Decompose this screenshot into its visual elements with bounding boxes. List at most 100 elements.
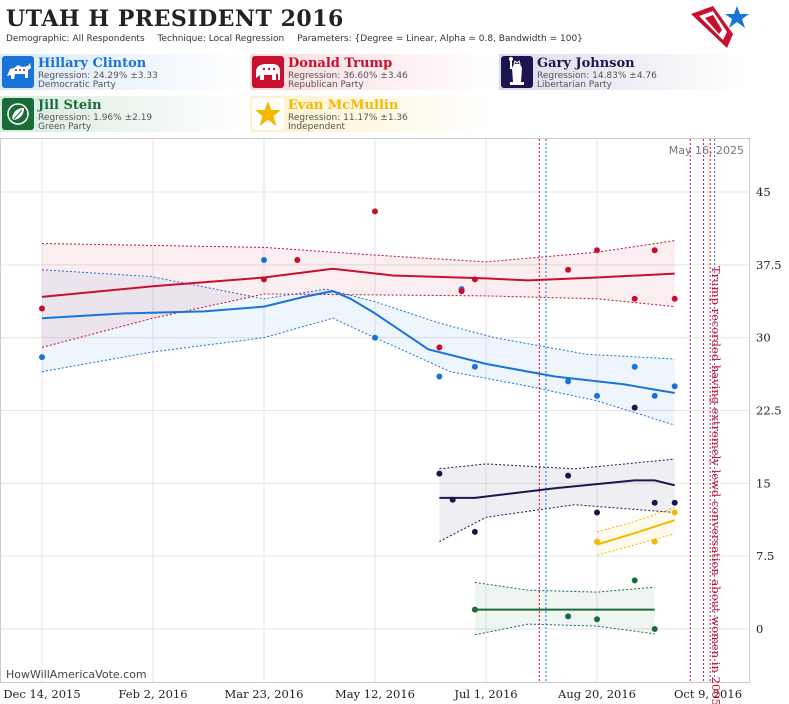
poll-point-donald-trump — [594, 247, 600, 254]
poll-point-jill-stein — [471, 606, 478, 613]
confidence-bands — [41, 240, 675, 636]
band-gary-johnson — [439, 459, 675, 542]
poll-point-hillary-clinton — [671, 383, 678, 390]
band-evan-mcmullin — [597, 507, 675, 556]
band-lower-gary-johnson — [439, 504, 675, 543]
legend-regression: Regression: 11.17% ±1.36 — [288, 113, 408, 123]
legend-party: Green Party — [38, 122, 92, 132]
y-axis: 0 7.5 15 22.5 30 37.5 45 — [756, 185, 782, 636]
parameters-info: Parameters: {Degree = Linear, Alpha = 0.… — [297, 34, 583, 44]
poll-point-donald-trump — [39, 305, 45, 312]
grid — [1, 139, 749, 682]
poll-point-gary-johnson — [436, 470, 443, 477]
band-donald-trump — [42, 240, 675, 348]
poll-point-hillary-clinton — [651, 392, 658, 399]
y-tick-label: 22.5 — [756, 404, 782, 418]
x-axis: Dec 14, 2015 Feb 2, 2016 Mar 23, 2016 May 1… — [3, 687, 742, 701]
y-tick-label: 0 — [756, 622, 763, 636]
legend-party: Libertarian Party — [537, 80, 612, 90]
legend-name: Hillary Clinton — [38, 56, 147, 71]
donkey-icon — [2, 56, 34, 88]
poll-point-evan-mcmullin — [651, 538, 658, 545]
poll-point-donald-trump — [651, 247, 658, 254]
star-icon — [252, 98, 284, 130]
x-tick-label: Jul 1, 2016 — [453, 687, 517, 701]
poll-point-hillary-clinton — [39, 354, 45, 361]
poll-point-hillary-clinton — [372, 334, 378, 341]
legend-name: Gary Johnson — [537, 56, 635, 71]
band-jill-stein — [474, 582, 655, 635]
legend-party: Republican Party — [288, 80, 364, 90]
legend-item-stein: Jill Stein Regression: 1.96% ±2.19 Green… — [0, 96, 248, 132]
poll-point-donald-trump — [631, 295, 638, 302]
legend-name: Jill Stein — [38, 98, 102, 113]
trend-line-hillary-clinton — [41, 290, 675, 394]
band-lower-donald-trump — [41, 293, 675, 348]
x-tick-label: Aug 20, 2016 — [557, 687, 636, 701]
poll-point-evan-mcmullin — [671, 509, 678, 516]
poll-point-gary-johnson — [449, 496, 456, 503]
poll-point-hillary-clinton — [261, 257, 267, 263]
demographic-info: Demographic: All Respondents — [6, 34, 145, 44]
legend-item-clinton: Hillary Clinton Regression: 24.29% ±3.33… — [0, 54, 248, 90]
poll-point-hillary-clinton — [565, 378, 572, 385]
trend-line-gary-johnson — [439, 479, 675, 499]
poll-point-jill-stein — [565, 613, 572, 620]
poll-point-gary-johnson — [671, 499, 678, 506]
legend-regression: Regression: 1.96% ±2.19 — [38, 113, 153, 123]
event-annotation: Trump recorded having extremely lewd con… — [709, 266, 723, 704]
poll-point-hillary-clinton — [436, 373, 443, 380]
poll-point-donald-trump — [372, 208, 378, 215]
trend-lines — [41, 267, 676, 611]
trend-line-donald-trump — [41, 267, 675, 298]
band-lower-evan-mcmullin — [596, 533, 675, 556]
legend-item-johnson: Gary Johnson Regression: 14.83% ±4.76 Li… — [499, 54, 747, 90]
elephant-icon — [252, 56, 284, 88]
x-tick-label: Oct 9, 2016 — [674, 687, 742, 701]
x-tick-label: Feb 2, 2016 — [118, 687, 187, 701]
band-hillary-clinton — [42, 269, 675, 426]
poll-point-donald-trump — [294, 257, 301, 263]
trend-line-evan-mcmullin — [596, 519, 676, 546]
legend-item-mcmullin: Evan McMullin Regression: 11.17% ±1.36 I… — [250, 96, 498, 132]
poll-point-jill-stein — [594, 616, 600, 623]
technique-info: Technique: Local Regression — [157, 34, 285, 44]
poll-point-donald-trump — [671, 295, 678, 302]
poll-point-donald-trump — [436, 344, 443, 351]
band-upper-gary-johnson — [439, 458, 675, 470]
poll-point-gary-johnson — [471, 528, 478, 535]
site-logo-icon — [691, 6, 749, 48]
poll-point-evan-mcmullin — [594, 538, 600, 545]
poll-point-gary-johnson — [594, 509, 600, 516]
legend-item-trump: Donald Trump Regression: 36.60% ±3.46 Re… — [250, 54, 498, 90]
poll-point-donald-trump — [458, 288, 465, 295]
poll-points — [39, 208, 678, 632]
y-tick-label: 37.5 — [756, 258, 782, 272]
poll-point-hillary-clinton — [471, 363, 478, 370]
poll-point-jill-stein — [651, 626, 658, 632]
legend-party: Independent — [288, 122, 346, 132]
band-upper-hillary-clinton — [41, 269, 675, 360]
legend-name: Donald Trump — [288, 56, 393, 71]
legend-party: Democratic Party — [38, 80, 116, 90]
site-watermark: HowWillAmericaVote.com — [6, 668, 147, 681]
band-lower-hillary-clinton — [41, 317, 675, 426]
poll-point-hillary-clinton — [631, 363, 638, 370]
y-tick-label: 30 — [756, 331, 771, 345]
y-tick-label: 15 — [756, 476, 771, 490]
x-tick-label: Dec 14, 2015 — [3, 687, 80, 701]
x-tick-label: Mar 23, 2016 — [225, 687, 304, 701]
date-stamp: May 16, 2025 — [669, 144, 744, 157]
poll-chart: 0 7.5 15 22.5 30 37.5 45 Dec 14, 2015 Feb 2, 20… — [0, 138, 782, 704]
y-tick-label: 7.5 — [756, 549, 774, 563]
poll-point-donald-trump — [565, 266, 572, 273]
band-upper-jill-stein — [474, 581, 655, 593]
poll-point-gary-johnson — [651, 499, 658, 506]
band-upper-evan-mcmullin — [596, 507, 675, 533]
parameters-bar: Demographic: All Respondents Technique: … — [6, 34, 593, 44]
y-tick-label: 45 — [756, 185, 771, 199]
legend-regression: Regression: 36.60% ±3.46 — [288, 71, 408, 81]
statue-of-liberty-icon — [501, 56, 533, 88]
band-lower-jill-stein — [474, 623, 655, 636]
poll-point-gary-johnson — [631, 404, 638, 411]
